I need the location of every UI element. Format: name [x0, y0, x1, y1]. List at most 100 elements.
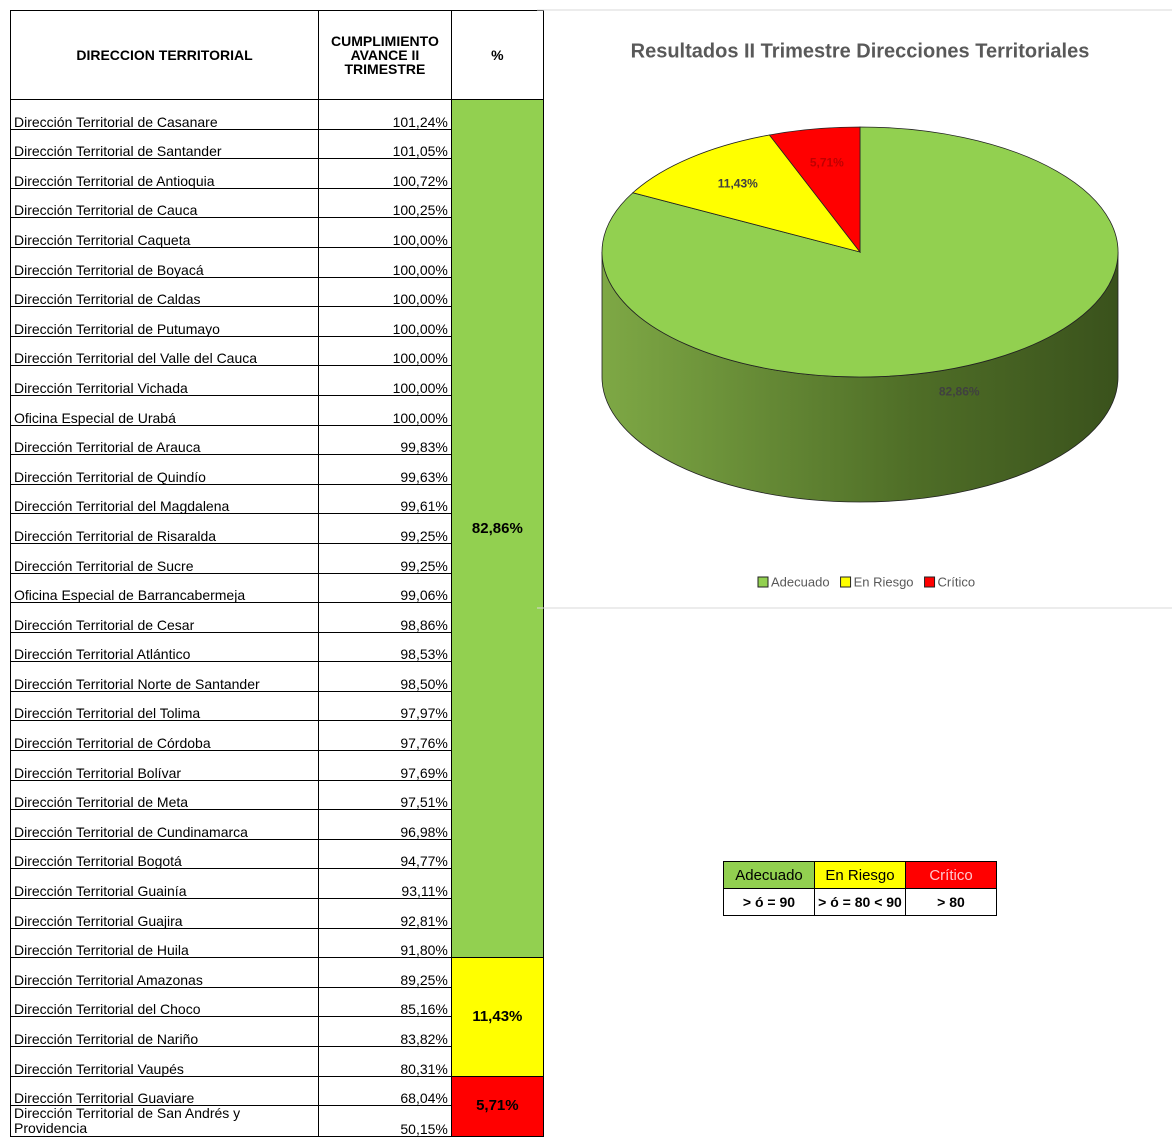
scale-header: En Riesgo	[814, 861, 906, 889]
value-cell: 99,25%	[318, 542, 452, 574]
scale-table: Adecuado En Riesgo Crítico > ó = 90 > ó = 80…	[723, 861, 997, 916]
name-cell: Dirección Territorial de Santander	[10, 128, 319, 160]
value-cell: 100,00%	[318, 276, 452, 308]
name-cell: Dirección Territorial de San Andrés y Pr…	[10, 1105, 319, 1138]
row: Dirección Territorial de Cundinamarca 96,…	[10, 809, 544, 840]
name-cell: Dirección Territorial Bogotá	[10, 838, 319, 870]
row: Dirección Territorial Bolívar 97,69%	[10, 750, 544, 781]
row: Dirección Territorial de Huila 91,80%	[10, 927, 544, 959]
row: Dirección Territorial de Casanare 101,24%…	[10, 98, 544, 959]
value-cell: 80,31%	[318, 1046, 452, 1077]
row: Dirección Territorial Bogotá 94,77%	[10, 838, 544, 870]
data-label: 11,43%	[718, 176, 758, 190]
row: Dirección Territorial del Tolima 97,97%	[10, 690, 544, 722]
row: Dirección Territorial de San Andrés y Pr…	[10, 1105, 544, 1138]
legend-swatch	[924, 576, 936, 588]
value-cell: 99,61%	[318, 483, 452, 515]
pie-slice	[632, 134, 862, 253]
name-cell: Dirección Territorial Caqueta	[10, 217, 319, 248]
row: Dirección Territorial de Córdoba 97,76%	[10, 720, 544, 752]
name-cell: Dirección Territorial Bolívar	[10, 750, 319, 781]
name-cell: Dirección Territorial del Tolima	[10, 690, 319, 722]
legend-swatch	[757, 576, 769, 588]
value-cell: 100,25%	[318, 187, 452, 219]
group-cell: 82,86%	[450, 98, 544, 959]
name-cell: Dirección Territorial de Antioquia	[10, 158, 319, 189]
name-cell: Dirección Territorial Guajira	[10, 898, 319, 929]
value-cell: 100,00%	[318, 335, 452, 367]
name-cell: Dirección Territorial Atlántico	[10, 631, 319, 663]
value-cell: 50,15%	[318, 1105, 452, 1138]
row: Dirección Territorial de Sucre 99,25%	[10, 542, 544, 574]
legend-label: Crítico	[938, 574, 976, 589]
scale-header: Adecuado	[723, 861, 815, 889]
row: Oficina Especial de Urabá 100,00%	[10, 394, 544, 426]
value-cell: 97,76%	[318, 720, 452, 752]
name-cell: Dirección Territorial de Córdoba	[10, 720, 319, 752]
legend-label: En Riesgo	[854, 574, 914, 589]
value-cell: 100,00%	[318, 394, 452, 426]
name-cell: Dirección Territorial Norte de Santander	[10, 661, 319, 692]
name-cell: Dirección Territorial de Cauca	[10, 187, 319, 219]
name-cell: Dirección Territorial de Huila	[10, 927, 319, 959]
name-cell: Dirección Territorial de Cundinamarca	[10, 809, 319, 840]
name-cell: Dirección Territorial del Valle del Cauc…	[10, 335, 319, 367]
value-cell: 100,00%	[318, 365, 452, 396]
value-cell: 101,24%	[318, 99, 452, 130]
value-cell: 101,05%	[318, 128, 452, 160]
name-cell: Dirección Territorial de Casanare	[10, 99, 319, 130]
row: Dirección Territorial Vaupés 80,31%	[10, 1046, 544, 1077]
row: Dirección Territorial Caqueta 100,00%	[10, 217, 544, 248]
value-cell: 89,25%	[318, 957, 452, 988]
row: Dirección Territorial Amazonas 89,25% 11,4…	[10, 957, 544, 1077]
name-cell: Dirección Territorial de Risaralda	[10, 513, 319, 544]
row: Dirección Territorial de Santander 101,05…	[10, 128, 544, 160]
value-cell: 83,82%	[318, 1016, 452, 1047]
name-cell: Oficina Especial de Urabá	[10, 394, 319, 426]
header: CUMPLIMIENTO AVANCE II TRIMESTRE	[318, 10, 452, 100]
name-cell: Dirección Territorial de Cesar	[10, 602, 319, 633]
row: Dirección Territorial Vichada 100,00%	[10, 365, 544, 396]
name-cell: Dirección Territorial de Boyacá	[10, 246, 319, 278]
name-cell: Dirección Territorial de Meta	[10, 779, 319, 811]
scale-range: > 80	[905, 888, 997, 916]
row: Dirección Territorial de Cauca 100,25%	[10, 187, 544, 219]
scale-range: > ó = 90	[723, 888, 815, 916]
scale-range: > ó = 80 < 90	[814, 888, 906, 916]
data-label: 5,71%	[810, 156, 844, 170]
row: Dirección Territorial Norte de Santander…	[10, 661, 544, 692]
name-cell: Dirección Territorial Amazonas	[10, 957, 319, 988]
row: Dirección Territorial del Valle del Cauc…	[10, 335, 544, 367]
group-cell: 5,71%	[450, 1075, 544, 1138]
row: Oficina Especial de Barrancabermeja 99,06…	[10, 572, 544, 604]
value-cell: 85,16%	[318, 986, 452, 1018]
data-label: 82,86%	[939, 385, 980, 399]
row: Dirección Territorial del Magdalena 99,61…	[10, 483, 544, 515]
value-cell: 97,97%	[318, 690, 452, 722]
name-cell: Dirección Territorial Guaviare	[10, 1075, 319, 1107]
value-cell: 100,00%	[318, 217, 452, 248]
row: Dirección Territorial de Antioquia 100,72…	[10, 158, 544, 189]
row: Dirección Territorial de Putumayo 100,00%	[10, 306, 544, 337]
name-cell: Dirección Territorial del Magdalena	[10, 483, 319, 515]
value-cell: 91,80%	[318, 927, 452, 959]
value-cell: 99,06%	[318, 572, 452, 604]
chart-title: Resultados II Trimestre Direcciones Terr…	[631, 40, 1090, 62]
row: Dirección Territorial de Quindío 99,63%	[10, 454, 544, 485]
scale-header: Crítico	[905, 861, 997, 889]
value-cell: 99,63%	[318, 454, 452, 485]
data-table: DIRECCION TERRITORIAL CUMPLIMIENTO AVANC…	[10, 10, 544, 1138]
row: Dirección Territorial Guaviare 68,04% 5,71…	[10, 1075, 544, 1138]
group-cell: 11,43%	[450, 957, 544, 1077]
name-cell: Dirección Territorial Vaupés	[10, 1046, 319, 1077]
value-cell: 100,00%	[318, 246, 452, 278]
value-cell: 98,86%	[318, 602, 452, 633]
name-cell: Dirección Territorial de Sucre	[10, 542, 319, 574]
value-cell: 98,50%	[318, 661, 452, 692]
header: DIRECCION TERRITORIAL	[10, 10, 319, 100]
header: %	[450, 10, 544, 100]
name-cell: Dirección Territorial Vichada	[10, 365, 319, 396]
value-cell: 96,98%	[318, 809, 452, 840]
